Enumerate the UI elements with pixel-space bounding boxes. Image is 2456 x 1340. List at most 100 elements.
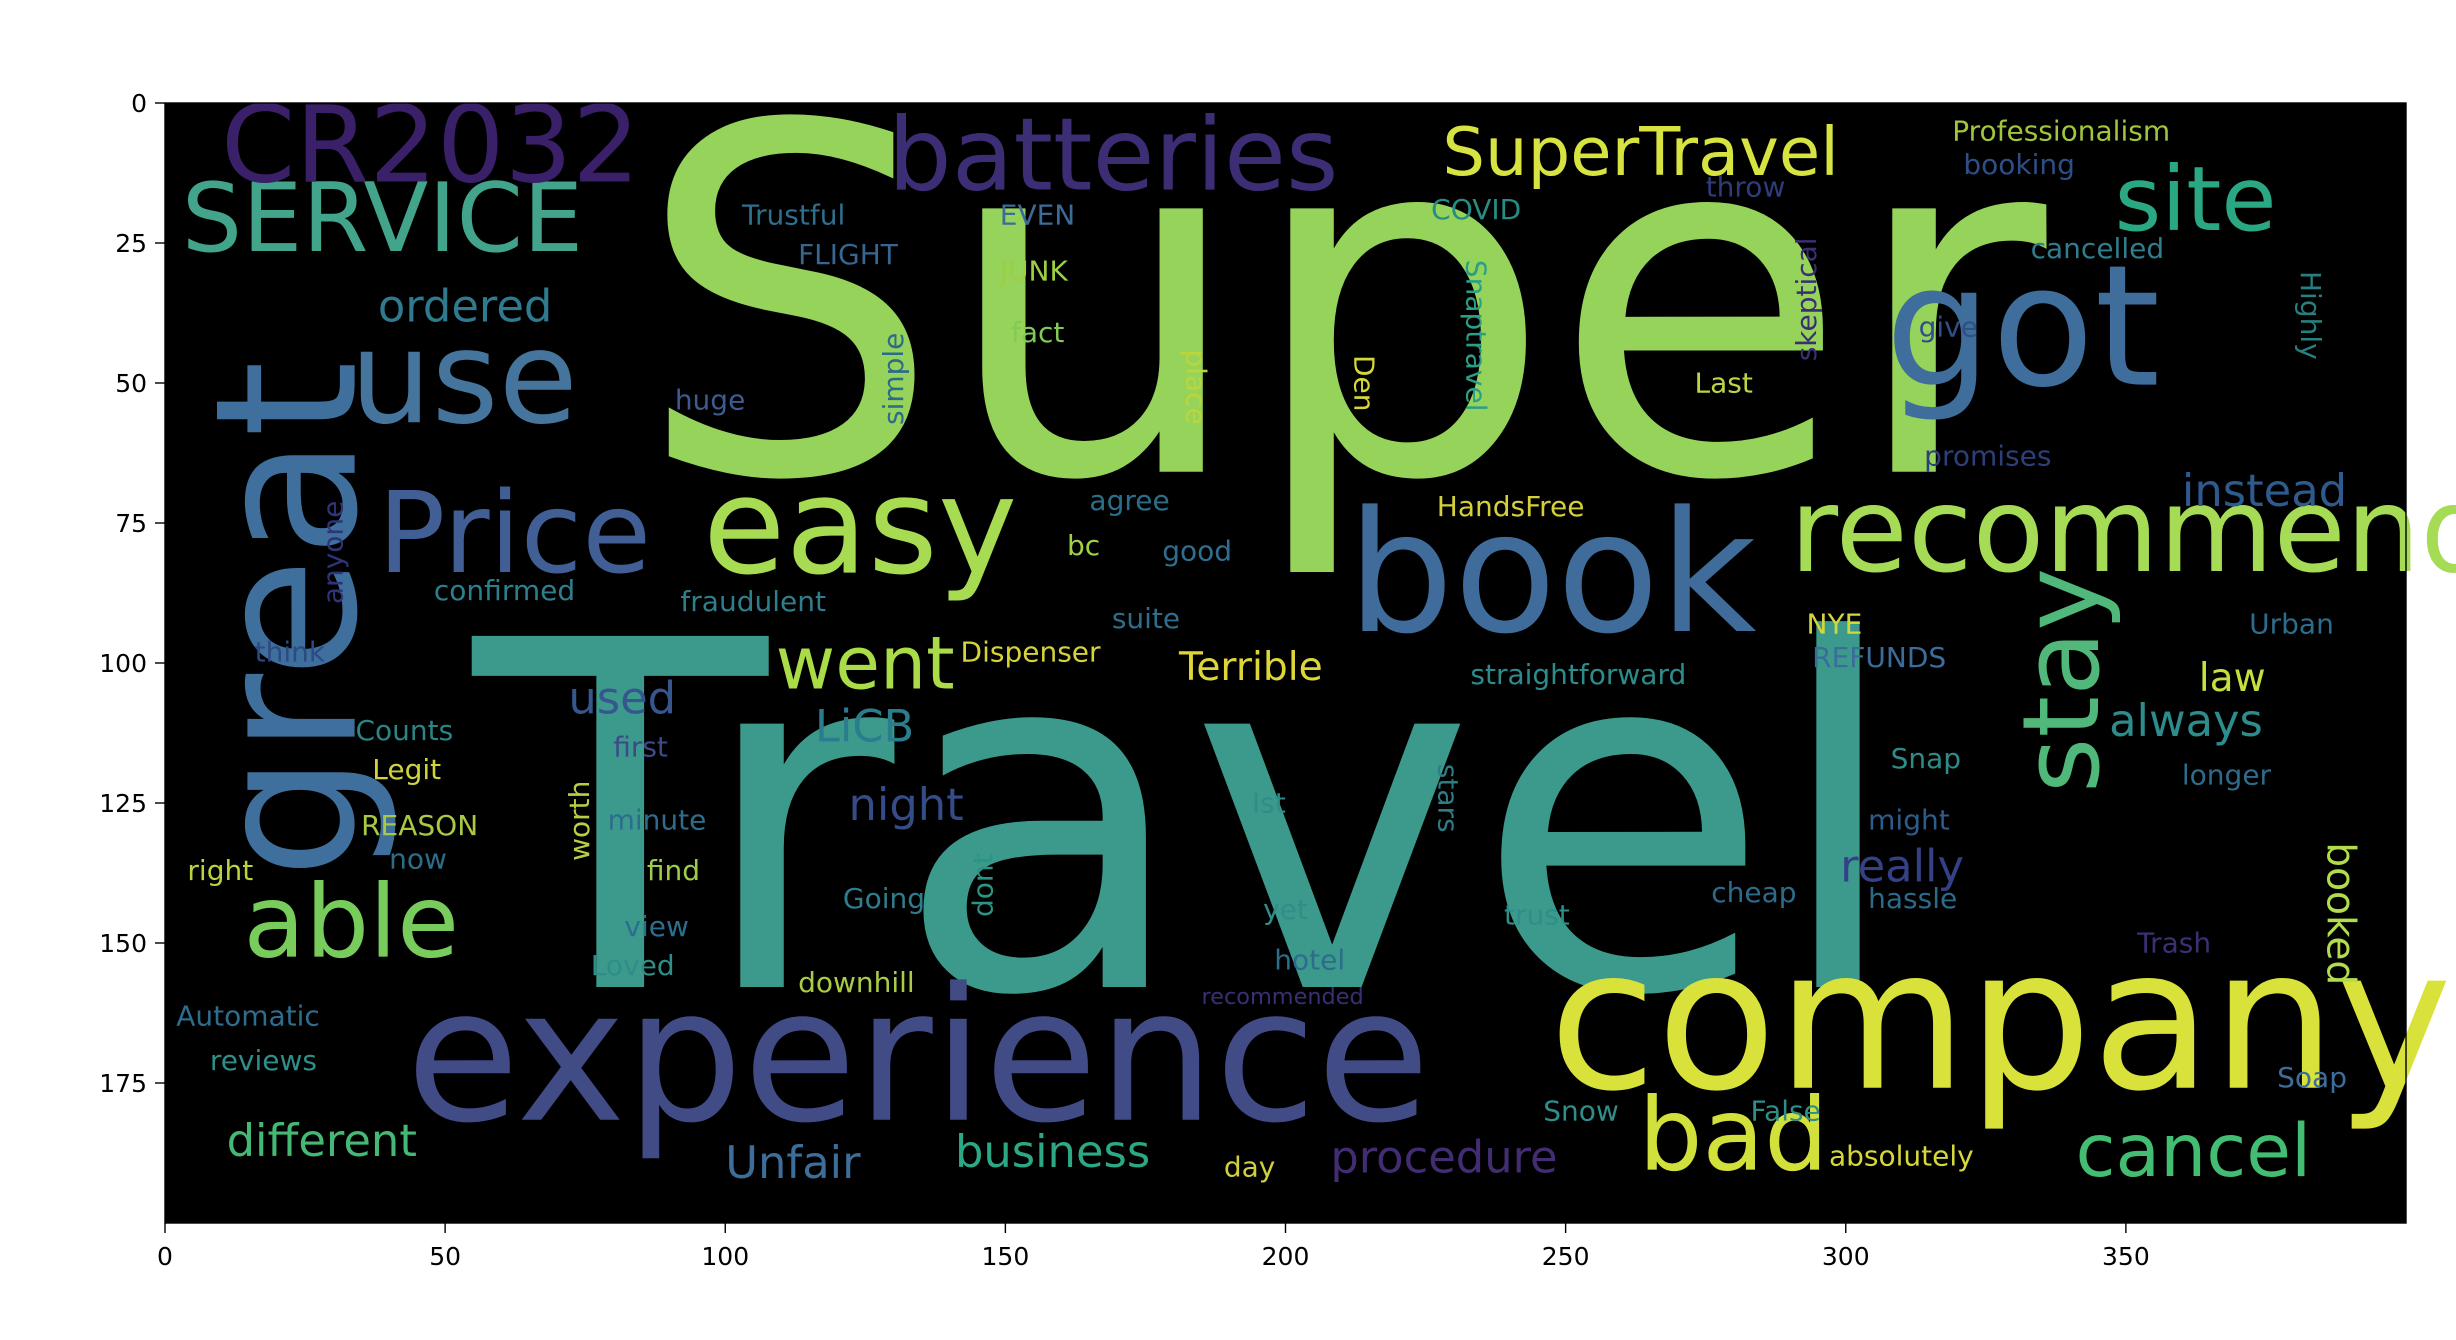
y-tick-label: 50 — [115, 369, 147, 398]
word-yet: yet — [1263, 893, 1308, 926]
word-easy: easy — [703, 448, 1018, 605]
word-trash: Trash — [2136, 927, 2211, 960]
word-professionalism: Professionalism — [1952, 115, 2170, 148]
word-ist: Ist — [1252, 787, 1286, 820]
word-huge: huge — [675, 383, 746, 416]
word-junk: JUNK — [998, 255, 1069, 288]
word-minute: minute — [608, 803, 707, 836]
y-tick-label: 150 — [99, 929, 147, 958]
word-batteries: batteries — [888, 95, 1339, 213]
word-refunds: REFUNDS — [1812, 641, 1946, 674]
word-urban: Urban — [2249, 607, 2334, 640]
x-tick-label: 150 — [982, 1242, 1030, 1271]
word-stars: stars — [1431, 764, 1464, 833]
word-booking: booking — [1963, 148, 2075, 181]
word-handsfree: HandsFree — [1437, 490, 1585, 523]
word-recommended: recommended — [1201, 984, 1363, 1010]
word-cancel: cancel — [2075, 1109, 2311, 1194]
word-dispenser: Dispenser — [961, 635, 1101, 668]
word-cheap: cheap — [1711, 876, 1796, 909]
word-unfair: Unfair — [725, 1136, 861, 1189]
word-terrible: Terrible — [1178, 645, 1323, 690]
word-view: view — [624, 910, 688, 943]
x-tick-label: 350 — [2102, 1242, 2150, 1271]
word-absolutely: absolutely — [1829, 1139, 1974, 1172]
word-longer: longer — [2182, 759, 2272, 792]
word-skeptical: skeptical — [1790, 237, 1823, 361]
word-day: day — [1224, 1151, 1276, 1184]
word-great: great — [174, 361, 402, 879]
y-tick-label: 75 — [115, 509, 147, 538]
word-different: different — [227, 1114, 417, 1167]
y-tick-label: 0 — [131, 89, 147, 118]
word-snow: Snow — [1543, 1095, 1619, 1128]
word-agree: agree — [1089, 484, 1169, 517]
y-tick-label: 175 — [99, 1069, 147, 1098]
word-straightforward: straightforward — [1470, 658, 1686, 691]
word-used: used — [568, 671, 676, 724]
word-snap: Snap — [1891, 742, 1961, 775]
x-tick-label: 100 — [701, 1242, 749, 1271]
word-always: always — [2109, 694, 2263, 747]
word-automatic: Automatic — [176, 999, 320, 1032]
word-cr2032: CR2032 — [221, 83, 640, 207]
word-snaptravel: Snaptravel — [1459, 260, 1492, 412]
word-think: think — [255, 635, 326, 668]
word-covid: COVID — [1431, 193, 1521, 226]
word-good: good — [1162, 535, 1232, 568]
word-now: now — [389, 843, 447, 876]
word-fraudulent: fraudulent — [680, 585, 826, 618]
word-find: find — [647, 854, 700, 887]
word-confirmed: confirmed — [434, 574, 575, 607]
word-hassle: hassle — [1868, 882, 1957, 915]
word-counts: Counts — [355, 714, 453, 747]
word-false: False — [1751, 1095, 1821, 1128]
word-promises: promises — [1924, 439, 2051, 472]
word-stay: stay — [2000, 568, 2124, 793]
y-tick-label: 125 — [99, 789, 147, 818]
word-going: Going — [843, 882, 925, 915]
word-even: EVEN — [1000, 199, 1075, 232]
word-hotel: hotel — [1274, 943, 1345, 976]
word-den: Den — [1347, 355, 1380, 412]
word-loved: Loved — [591, 949, 675, 982]
word-instead: instead — [2182, 464, 2347, 517]
word-business: business — [955, 1125, 1150, 1178]
word-night: night — [849, 778, 964, 831]
word-experience: experience — [406, 948, 1430, 1164]
word-reason: REASON — [361, 809, 478, 842]
word-reviews: reviews — [210, 1044, 317, 1077]
word-soap: Soap — [2277, 1061, 2347, 1094]
word-bad: bad — [1638, 1075, 1828, 1193]
word-bc: bc — [1067, 529, 1100, 562]
word-right: right — [187, 854, 253, 887]
word-trust: trust — [1504, 899, 1570, 932]
word-booked: booked — [2318, 842, 2363, 985]
word-might: might — [1868, 803, 1950, 836]
word-last: Last — [1694, 367, 1752, 400]
word-highly: Highly — [2294, 271, 2327, 360]
word-dont: dont — [967, 853, 1000, 917]
word-flight: FLIGHT — [798, 238, 899, 271]
word-went: went — [776, 622, 955, 707]
word-fact: fact — [1011, 316, 1064, 349]
word-legit: Legit — [372, 753, 441, 786]
word-first: first — [613, 731, 668, 764]
x-tick-label: 0 — [157, 1242, 173, 1271]
x-tick-label: 300 — [1822, 1242, 1870, 1271]
word-trustful: Trustful — [741, 199, 845, 232]
word-place: place — [1179, 349, 1212, 424]
y-tick-label: 100 — [99, 649, 147, 678]
word-able: able — [243, 863, 459, 981]
word-nye: NYE — [1807, 607, 1863, 640]
word-worth: worth — [563, 781, 596, 861]
y-tick-label: 25 — [115, 229, 147, 258]
x-tick-label: 250 — [1542, 1242, 1590, 1271]
word-ordered: ordered — [378, 279, 552, 332]
word-procedure: procedure — [1330, 1131, 1557, 1184]
x-tick-label: 50 — [429, 1242, 461, 1271]
word-simple: simple — [877, 333, 910, 425]
word-downhill: downhill — [798, 966, 915, 999]
